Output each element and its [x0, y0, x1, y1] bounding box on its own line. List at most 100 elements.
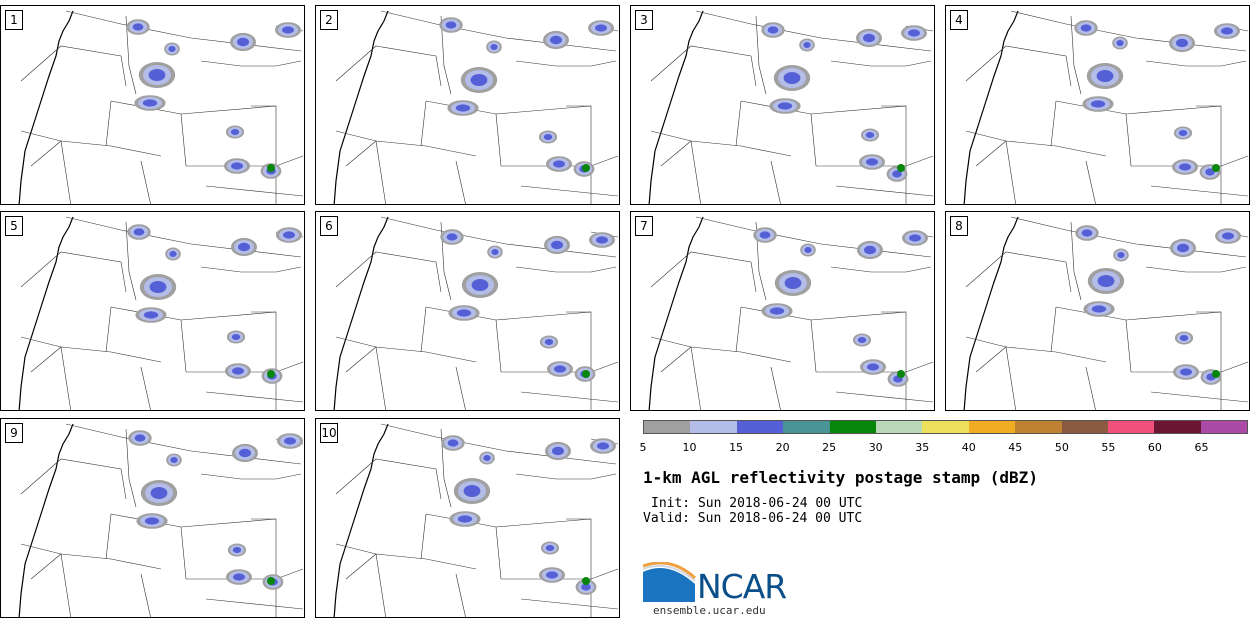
colorbar-segment — [829, 421, 876, 433]
reflectivity-echo — [144, 517, 160, 525]
reflectivity-echo — [239, 448, 251, 458]
reflectivity-echo — [552, 446, 564, 456]
reflectivity-echo — [1117, 252, 1125, 258]
colorbar-tick-labels: 5 10 15 20 25 30 35 40 45 50 55 60 65 — [640, 441, 1248, 455]
reflectivity-echo — [284, 437, 296, 445]
state-border — [1050, 306, 1057, 353]
reflectivity-echo — [1179, 335, 1189, 341]
reflectivity-echo — [892, 170, 902, 178]
state-border — [735, 306, 742, 353]
state-border — [830, 60, 906, 67]
reflectivity-echo — [1179, 163, 1191, 171]
state-border — [881, 105, 907, 204]
reflectivity-echo — [863, 33, 875, 43]
ncar-logo-text: NCAR — [697, 567, 787, 606]
reflectivity-echo — [483, 455, 491, 461]
state-border — [520, 391, 619, 403]
state-border — [735, 100, 742, 147]
reflectivity-map — [18, 423, 304, 617]
coastline — [333, 423, 389, 617]
ensemble-member-panel: 4 — [945, 5, 1250, 205]
reflectivity-map — [963, 216, 1249, 410]
reflectivity-echo — [784, 277, 802, 289]
state-border — [1220, 60, 1247, 67]
figure-title: 1-km AGL reflectivity postage stamp (dBZ… — [643, 468, 1038, 487]
state-border — [1150, 391, 1249, 403]
reflectivity-map — [963, 10, 1249, 204]
state-border — [835, 391, 934, 403]
reflectivity-echo — [168, 46, 176, 52]
state-border — [455, 160, 466, 204]
state-border — [335, 130, 477, 157]
strong-echo-core — [267, 577, 275, 585]
state-border — [650, 251, 757, 293]
state-border — [105, 306, 112, 353]
reflectivity-echo — [551, 240, 563, 250]
state-border — [881, 311, 907, 410]
colorbar-tick-label: 55 — [1101, 441, 1116, 454]
reflectivity-echo — [864, 245, 876, 255]
state-border — [1196, 105, 1222, 204]
reflectivity-echo — [283, 231, 295, 239]
state-border — [810, 113, 817, 167]
state-border — [335, 45, 442, 87]
reflectivity-echo — [553, 160, 565, 168]
state-border — [975, 140, 1016, 204]
state-border — [20, 130, 162, 157]
reflectivity-echo — [1091, 305, 1107, 313]
state-border — [810, 319, 817, 373]
colorbar-tick-label: 30 — [868, 441, 883, 454]
ensemble-member-panel: 7 — [630, 211, 935, 411]
colorbar-segment — [736, 421, 784, 433]
colorbar-tick-label: 50 — [1054, 441, 1069, 454]
state-border — [590, 473, 617, 480]
state-border — [251, 518, 277, 617]
state-border — [566, 311, 592, 410]
state-border — [965, 251, 1072, 293]
ensemble-member-panel: 6 — [315, 211, 620, 411]
state-border — [335, 543, 477, 570]
strong-echo-core — [897, 164, 905, 172]
member-number-label: 6 — [320, 216, 338, 236]
reflectivity-echo — [759, 231, 771, 239]
coastline — [333, 216, 389, 410]
strong-echo-core — [897, 370, 905, 378]
state-border — [1220, 266, 1247, 273]
state-border — [200, 473, 276, 480]
state-border — [65, 216, 302, 258]
reflectivity-map — [18, 10, 304, 204]
state-border — [515, 266, 591, 273]
state-border — [140, 160, 151, 204]
state-border — [440, 428, 452, 508]
coastline — [18, 216, 74, 410]
reflectivity-echo — [150, 487, 168, 499]
reflectivity-echo — [463, 485, 481, 497]
state-border — [1055, 100, 1222, 115]
colorbar-segment — [1107, 421, 1155, 433]
reflectivity-echo — [282, 26, 294, 34]
reflectivity-echo — [545, 545, 555, 551]
state-border — [660, 346, 701, 410]
reflectivity-echo — [132, 23, 144, 31]
reflectivity-echo — [238, 242, 250, 252]
reflectivity-echo — [1097, 275, 1115, 287]
colorbar-segment — [968, 421, 1016, 433]
state-border — [275, 473, 302, 480]
reflectivity-echo — [1096, 70, 1114, 82]
member-number-label: 1 — [5, 10, 23, 30]
reflectivity-echo — [457, 515, 473, 523]
state-border — [1050, 100, 1057, 147]
reflectivity-echo — [1180, 368, 1192, 376]
reflectivity-echo — [783, 72, 801, 84]
reflectivity-echo — [134, 434, 146, 442]
colorbar-segment — [1154, 421, 1201, 433]
state-border — [140, 366, 151, 410]
reflectivity-echo — [456, 309, 472, 317]
state-border — [180, 113, 187, 167]
colorbar-tick-label: 15 — [729, 441, 744, 454]
state-border — [1150, 185, 1249, 197]
state-border — [20, 543, 162, 570]
state-border — [1145, 60, 1221, 67]
coastline — [648, 216, 704, 410]
reflectivity-echo — [866, 158, 878, 166]
